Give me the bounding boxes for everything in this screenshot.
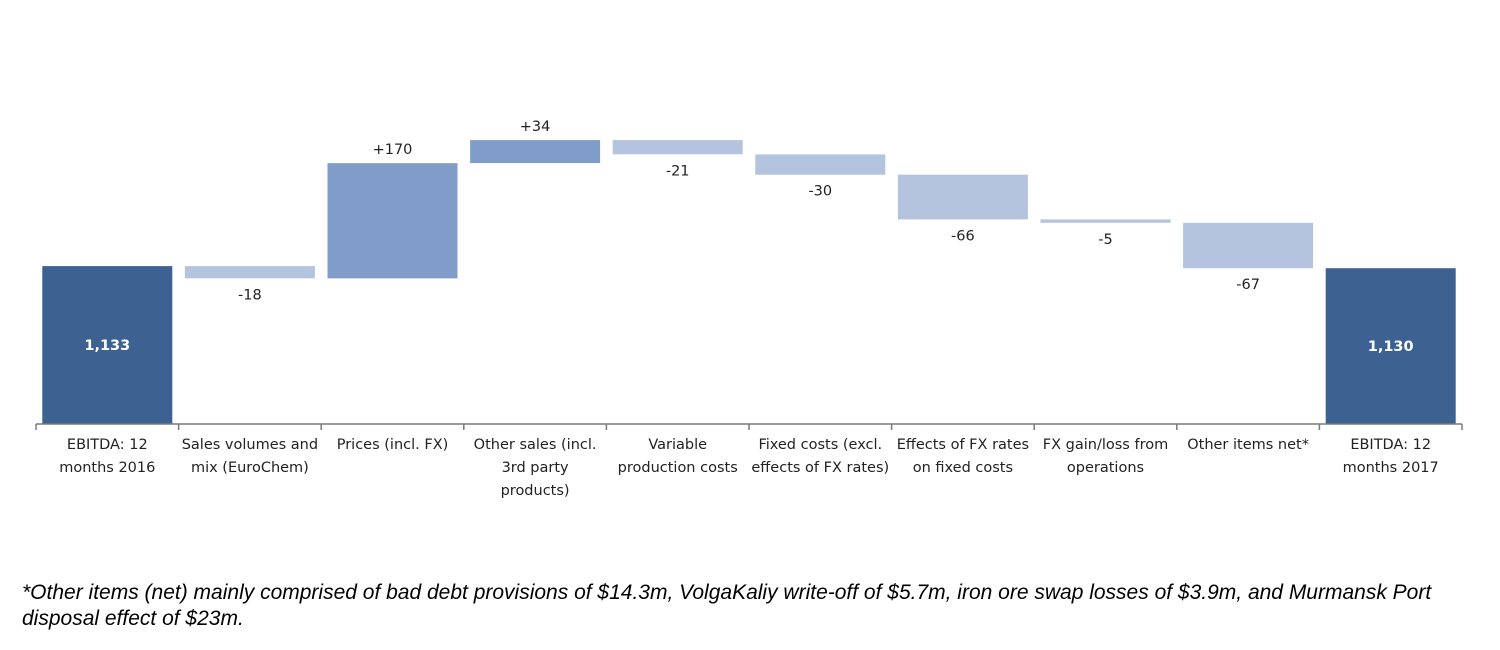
category-label-1: Sales volumes and mix (EuroChem) [182, 437, 318, 476]
value-label-9: 1,130 [1368, 339, 1414, 355]
category-label-7: FX gain/loss from operations [1043, 437, 1168, 476]
value-label-8: -67 [1236, 277, 1260, 293]
category-label-8: Other items net* [1187, 437, 1309, 453]
value-label-6: -66 [951, 228, 975, 244]
category-label-4: Variable production costs [618, 437, 738, 476]
waterfall-chart: 1,133 -18 +170 +34 -21 -30 -66 -5 -67 1,130 EBITD… [35, 119, 1463, 499]
bar-3 [470, 140, 601, 164]
x-axis [35, 423, 1463, 430]
category-label-9: EBITDA: 12 months 2017 [1343, 437, 1439, 476]
value-labels-group: 1,133 -18 +170 +34 -21 -30 -66 -5 -67 1,130 [84, 119, 1413, 355]
bars-group [42, 140, 1456, 424]
value-label-4: -21 [666, 163, 690, 179]
bar-8 [1183, 222, 1314, 269]
footnote: *Other items (net) mainly comprised of b… [22, 581, 1432, 630]
category-labels-group: EBITDA: 12 months 2016 Sales volumes and mi… [59, 437, 1439, 499]
bar-2 [327, 163, 458, 279]
category-label-5: Fixed costs (excl. effects of FX rates) [751, 437, 889, 476]
value-label-1: -18 [238, 287, 262, 303]
value-label-0: 1,133 [84, 338, 130, 354]
bar-7 [1040, 219, 1171, 223]
category-label-2: Prices (incl. FX) [337, 437, 449, 453]
value-label-2: +170 [373, 142, 413, 158]
chart-svg: 1,133 -18 +170 +34 -21 -30 -66 -5 -67 1,130 EBITD… [35, 119, 1463, 499]
bar-5 [755, 154, 886, 175]
category-label-3: Other sales (incl. 3rd party products) [474, 437, 597, 499]
bar-6 [897, 174, 1028, 220]
value-label-5: -30 [808, 184, 832, 200]
value-label-7: -5 [1098, 232, 1112, 248]
bar-9 [1325, 268, 1456, 424]
bar-0 [42, 266, 173, 424]
value-label-3: +34 [520, 119, 551, 135]
bar-4 [612, 140, 743, 155]
bar-1 [184, 266, 315, 279]
category-label-6: Effects of FX rates on fixed costs [897, 437, 1029, 476]
category-label-0: EBITDA: 12 months 2016 [59, 437, 155, 476]
